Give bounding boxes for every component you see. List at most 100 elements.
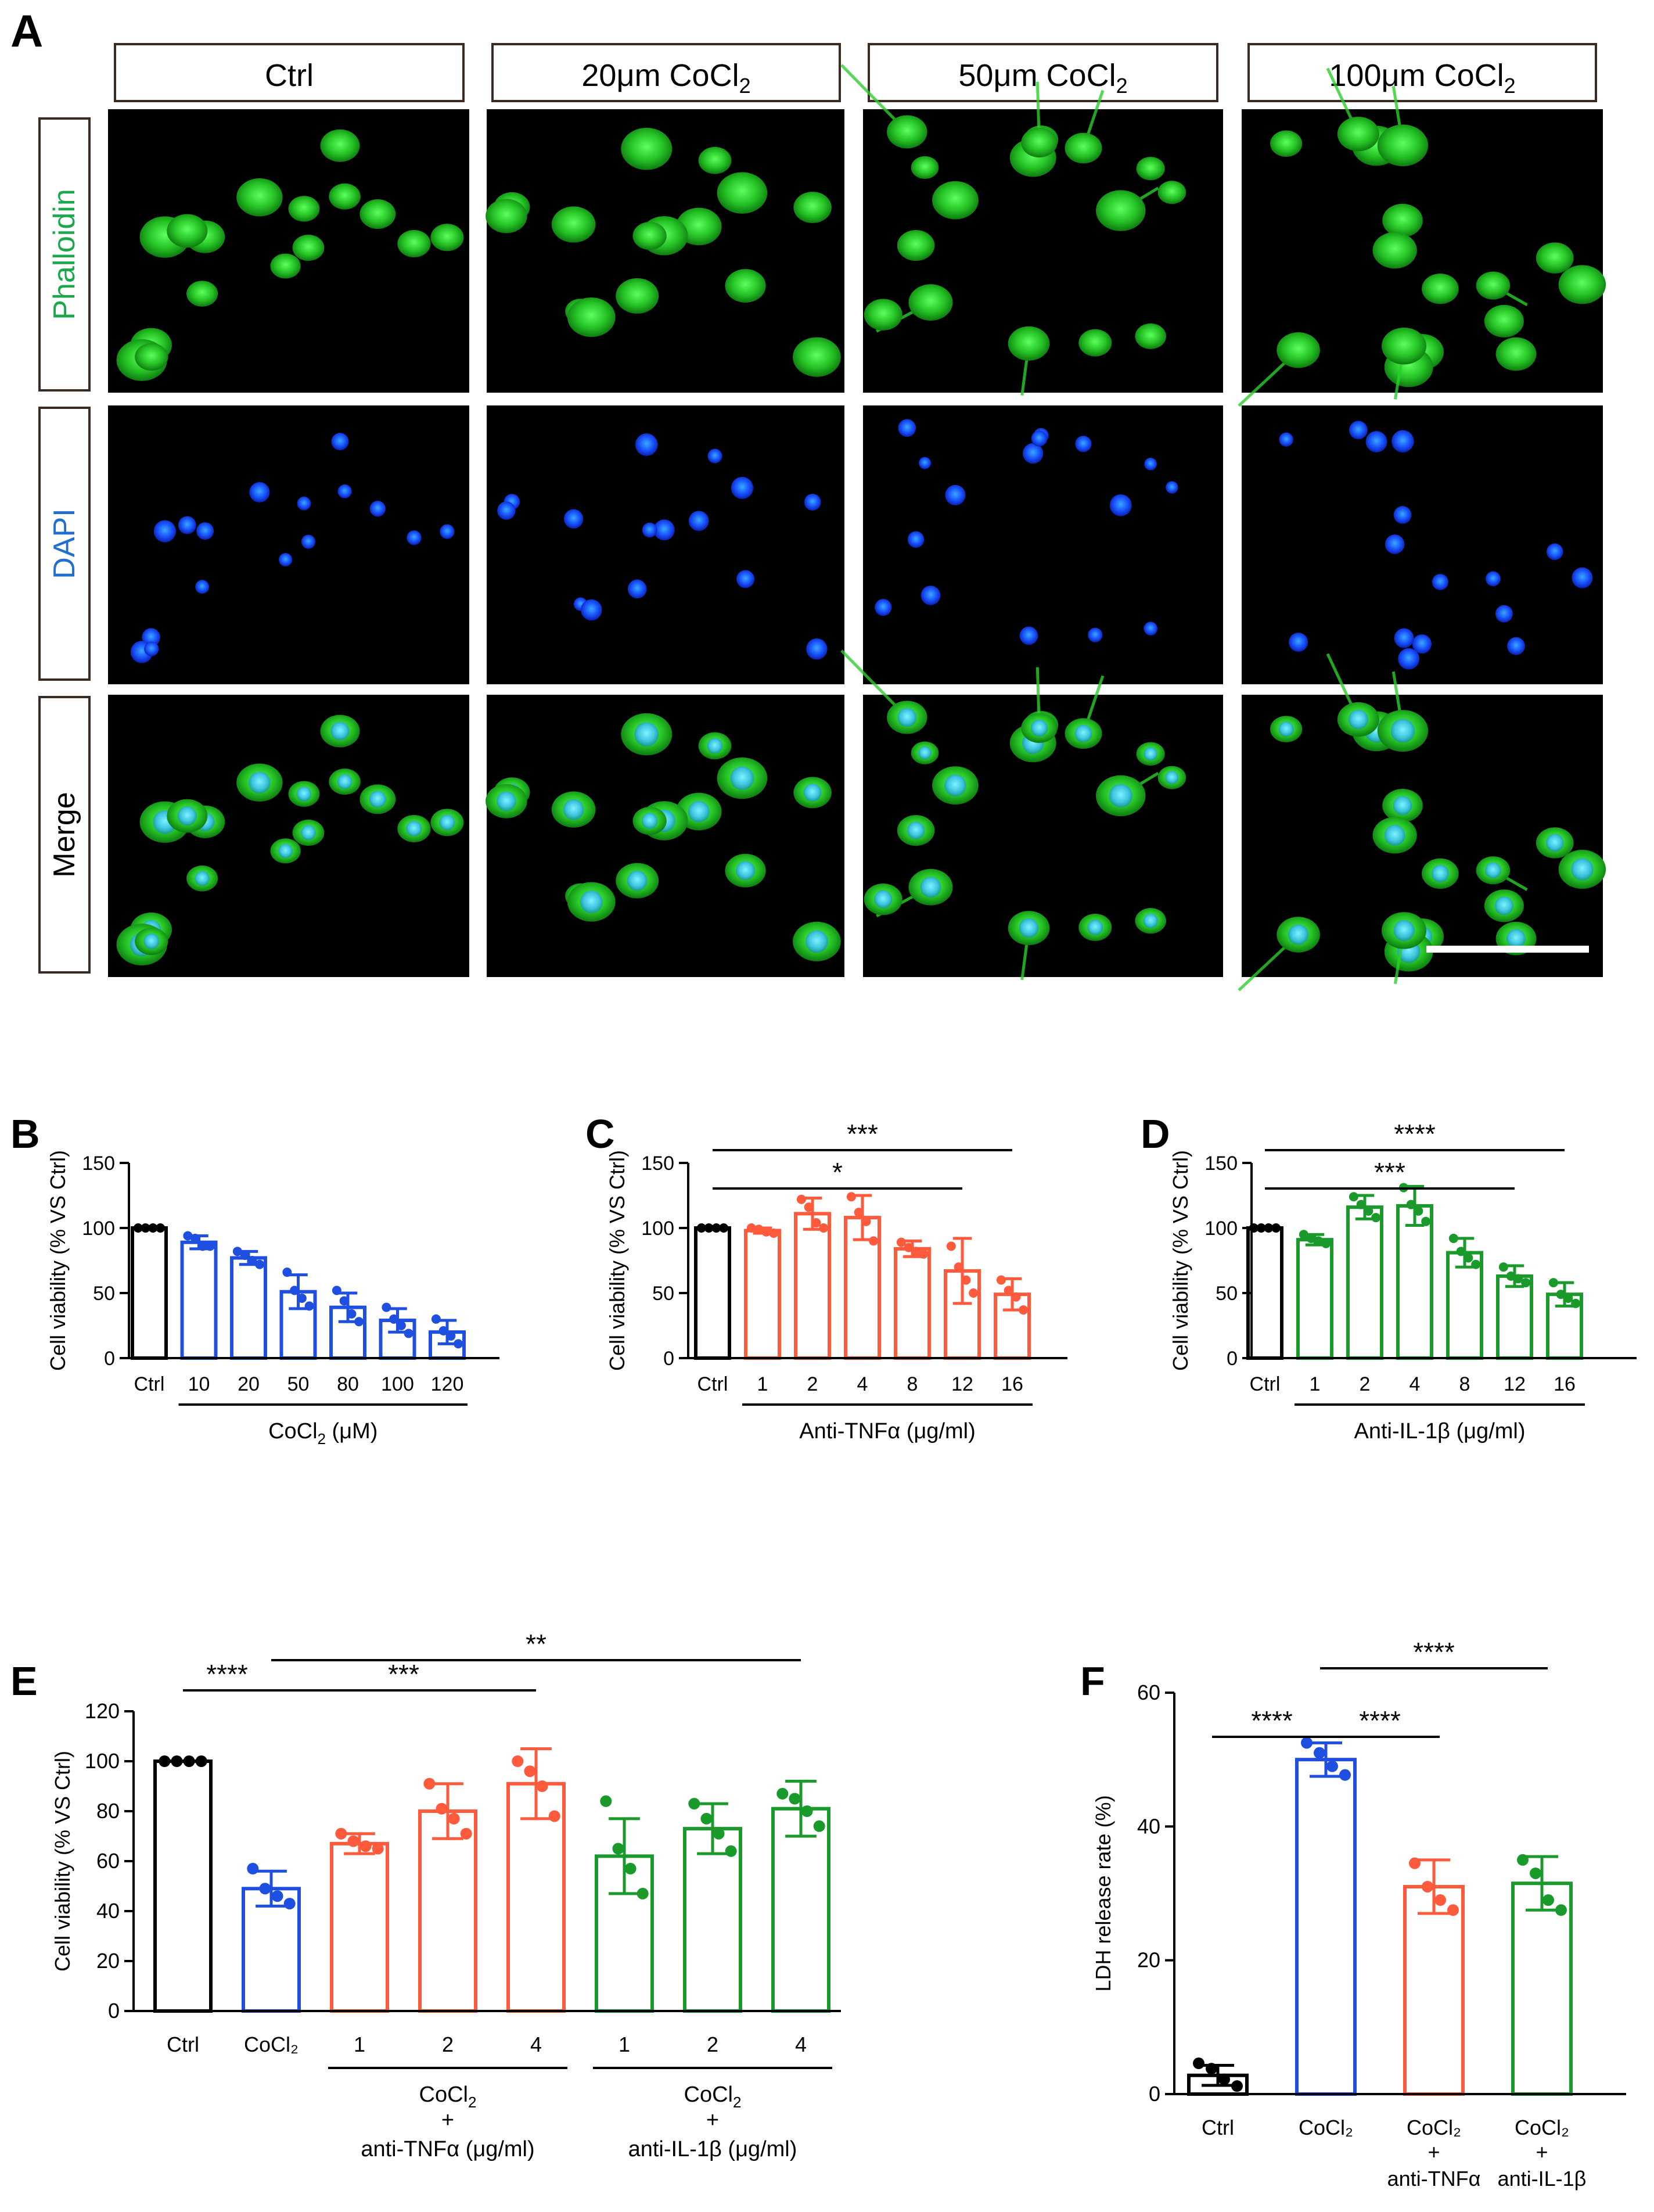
x-tick-label: 120 — [431, 1373, 464, 1395]
data-point — [713, 1827, 725, 1840]
y-tick-label: 60 — [1137, 1680, 1160, 1704]
data-point — [796, 1194, 806, 1204]
x-tick-label: 100 — [381, 1373, 414, 1395]
x-tick-label: 4 — [857, 1373, 868, 1395]
y-axis-label: Cell viability (% VS Ctrl) — [1168, 1150, 1192, 1371]
data-point — [1193, 2057, 1204, 2070]
y-tick-label: 50 — [93, 1283, 115, 1305]
data-point — [1422, 1880, 1433, 1893]
data-point — [896, 1237, 906, 1247]
x-tick-label: 4 — [1410, 1373, 1421, 1395]
data-point — [1563, 1293, 1573, 1303]
x-tick-label: 4 — [530, 2033, 542, 2056]
data-point — [197, 1241, 207, 1251]
data-point — [769, 1228, 779, 1238]
data-point — [148, 1223, 158, 1233]
data-point — [183, 1231, 193, 1241]
panel-a-letter: A — [10, 5, 43, 56]
data-point — [431, 1314, 441, 1324]
y-tick-label: 120 — [85, 1699, 120, 1723]
data-point — [133, 1223, 143, 1233]
data-point — [141, 1223, 150, 1233]
data-point — [1421, 1216, 1431, 1226]
data-point — [1271, 1223, 1281, 1233]
group-label-line3: anti-TNFα (μg/ml) — [361, 2137, 534, 2161]
data-point — [846, 1192, 856, 1202]
group-label: Anti-IL-1β (μg/ml) — [1354, 1419, 1525, 1443]
y-tick-label: 150 — [1204, 1152, 1238, 1175]
data-point — [754, 1224, 764, 1234]
x-tick-label: 8 — [907, 1373, 918, 1395]
data-point — [259, 1883, 271, 1895]
x-tick-label: CoCl₂ — [1407, 2116, 1461, 2139]
data-point — [1306, 1233, 1316, 1243]
data-point — [404, 1328, 414, 1338]
bar — [180, 1240, 218, 1360]
data-point — [1414, 1206, 1423, 1216]
data-point — [359, 1840, 372, 1852]
data-point — [1364, 1206, 1373, 1216]
data-point — [1448, 1233, 1458, 1243]
data-point — [1556, 1290, 1566, 1299]
x-tick-label: Ctrl — [1250, 1373, 1281, 1395]
column-header-20um-label: 20μm CoCl2 — [581, 58, 750, 98]
chart-b: B 0 50 100 150 Cell viability (% VS Ctrl) Ctrl… — [10, 1111, 499, 1448]
data-point — [612, 1843, 624, 1855]
data-point — [954, 1262, 963, 1272]
row-label-phalloidin: Phalloidin — [38, 117, 91, 392]
data-point — [776, 1787, 789, 1800]
row-label-phalloidin-text: Phalloidin — [48, 189, 81, 320]
x-tick-label: 4 — [795, 2033, 807, 2056]
data-point — [1521, 1278, 1531, 1288]
x-tick-label: CoCl₂ — [1299, 2116, 1353, 2139]
data-point — [1542, 1894, 1554, 1906]
y-tick-label: 100 — [641, 1218, 674, 1240]
bar — [230, 1256, 267, 1360]
data-point — [512, 1755, 524, 1767]
data-point — [746, 1223, 756, 1233]
micrograph-phalloidin-ctrl — [108, 109, 469, 393]
data-point — [1471, 1259, 1481, 1269]
x-tick-label-plus: + — [1536, 2140, 1548, 2164]
data-point — [804, 1202, 814, 1212]
data-point — [171, 1755, 183, 1767]
data-point — [1513, 1274, 1523, 1284]
data-point — [339, 1296, 349, 1306]
bar — [1346, 1205, 1383, 1360]
x-tick-label: Ctrl — [697, 1373, 728, 1395]
x-tick-label: 80 — [337, 1373, 359, 1395]
data-point — [347, 1835, 359, 1847]
data-point — [861, 1216, 871, 1226]
x-tick-label: 2 — [442, 2033, 454, 2056]
data-point — [688, 1798, 700, 1810]
data-point — [811, 1218, 821, 1228]
data-point — [382, 1302, 391, 1312]
data-point — [1218, 2073, 1230, 2085]
x-tick-label-line3: anti-TNFα — [1387, 2167, 1481, 2191]
data-point — [332, 1285, 341, 1295]
data-point — [548, 1810, 560, 1822]
micrograph-merge-ctrl — [108, 695, 469, 977]
bar — [1496, 1274, 1533, 1360]
y-axis-label: Cell viability (% VS Ctrl) — [51, 1751, 74, 1972]
micrograph-phalloidin-50um — [840, 64, 1223, 396]
data-point — [1456, 1247, 1466, 1256]
x-tick-label: 2 — [1360, 1373, 1371, 1395]
bar — [1246, 1226, 1283, 1360]
scale-bar — [1426, 946, 1589, 953]
significance-label: **** — [1394, 1119, 1436, 1149]
bar — [1403, 1884, 1465, 2096]
y-axis-label: LDH release rate (%) — [1091, 1795, 1115, 1991]
panel-letter: B — [10, 1111, 40, 1157]
group-label: Anti-TNFα (μg/ml) — [799, 1419, 976, 1443]
data-point — [247, 1862, 259, 1875]
y-tick-label: 100 — [1204, 1218, 1238, 1240]
data-point — [446, 1331, 456, 1341]
data-point — [396, 1321, 406, 1330]
bar — [131, 1226, 168, 1360]
chart-e: E 0 20 40 60 80 100 120 Cell viability (% VS Ctr… — [10, 1629, 841, 2161]
data-point — [1339, 1769, 1351, 1781]
x-tick-label: Ctrl — [134, 1373, 165, 1395]
data-point — [1571, 1298, 1581, 1308]
